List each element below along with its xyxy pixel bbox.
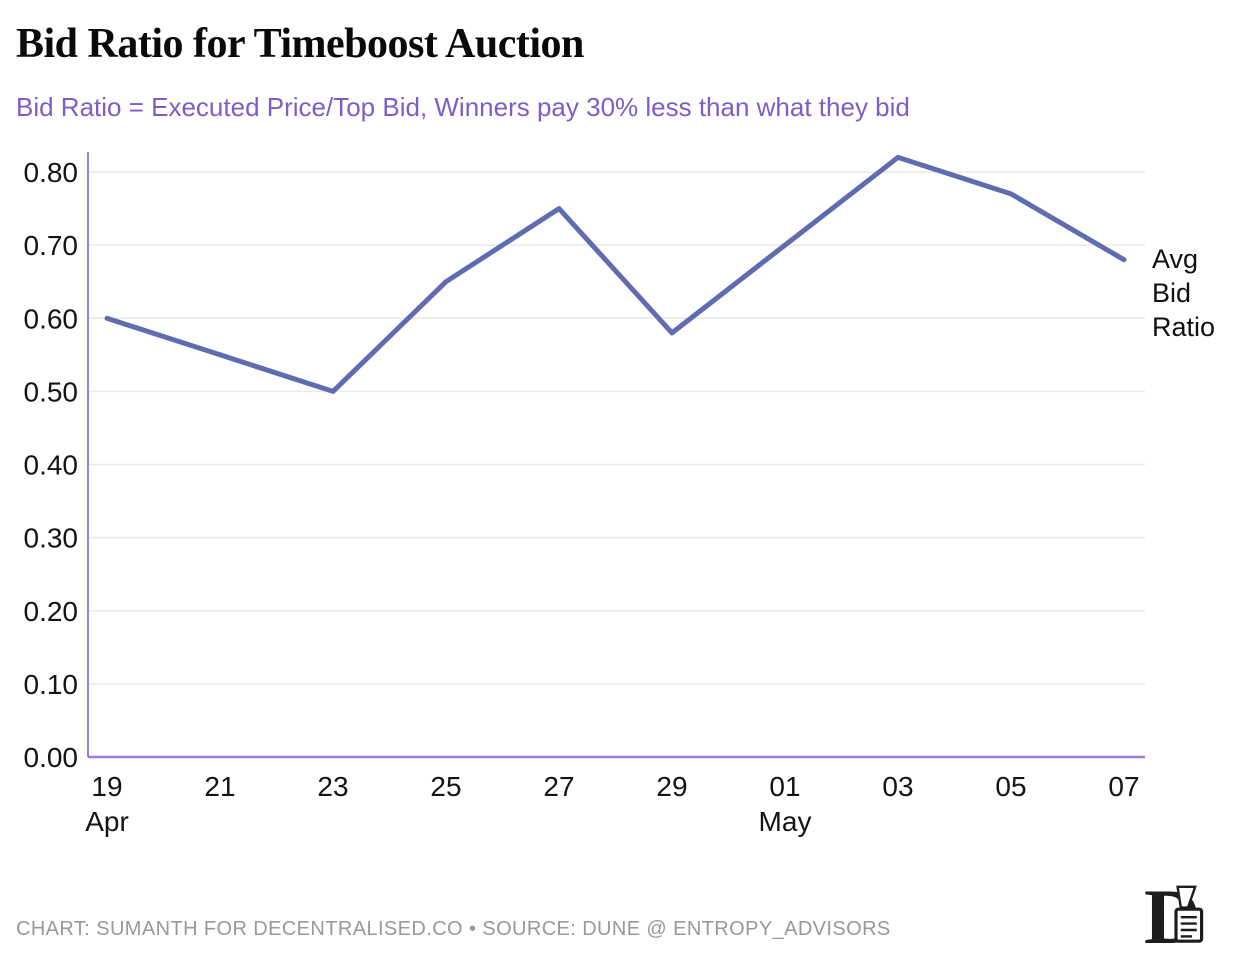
x-axis-tick-label: 29	[656, 771, 687, 802]
x-axis-tick-label: 01	[769, 771, 800, 802]
logo-scroll-icon	[1174, 907, 1204, 943]
y-axis-tick-label: 0.00	[24, 742, 79, 773]
y-axis-tick-label: 0.60	[24, 303, 79, 334]
x-axis-tick-label: 19	[91, 771, 122, 802]
series-line-avg-bid-ratio	[104, 154, 1127, 394]
x-axis-month-label: Apr	[85, 806, 129, 837]
y-axis-tick-label: 0.50	[24, 376, 79, 407]
y-axis-tick-label: 0.70	[24, 230, 79, 261]
x-axis-month-label: May	[759, 806, 812, 837]
logo-quill-shape	[1176, 885, 1197, 909]
x-axis-tick-label: 05	[995, 771, 1026, 802]
x-axis-tick-label: 25	[430, 771, 461, 802]
y-axis-tick-label: 0.30	[24, 523, 79, 554]
x-axis-tick-label: 07	[1108, 771, 1139, 802]
chart-subtitle: Bid Ratio = Executed Price/Top Bid, Winn…	[16, 92, 910, 122]
series-label-line: Bid	[1152, 278, 1191, 308]
y-axis-tick-label: 0.10	[24, 669, 79, 700]
x-axis-tick-label: 03	[882, 771, 913, 802]
decentralised-logo: D	[1144, 874, 1204, 954]
y-axis-tick-label: 0.20	[24, 596, 79, 627]
y-axis-tick-label: 0.80	[24, 157, 79, 188]
chart-title: Bid Ratio for Timeboost Auction	[16, 21, 584, 67]
footer-credit: CHART: SUMANTH FOR DECENTRALISED.CO • SO…	[16, 918, 891, 940]
x-axis-tick-label: 23	[317, 771, 348, 802]
series-label-line: Ratio	[1152, 312, 1215, 342]
y-axis-tick-label: 0.40	[24, 450, 79, 481]
bid-ratio-line-chart: 0.00 0.10 0.20 0.30 0.40 0.50 0.60 0.70 0.80 19 Ap…	[24, 152, 1215, 837]
x-axis-tick-label: 21	[204, 771, 235, 802]
series-label-line: Avg	[1152, 244, 1198, 274]
x-axis-tick-label: 27	[543, 771, 574, 802]
